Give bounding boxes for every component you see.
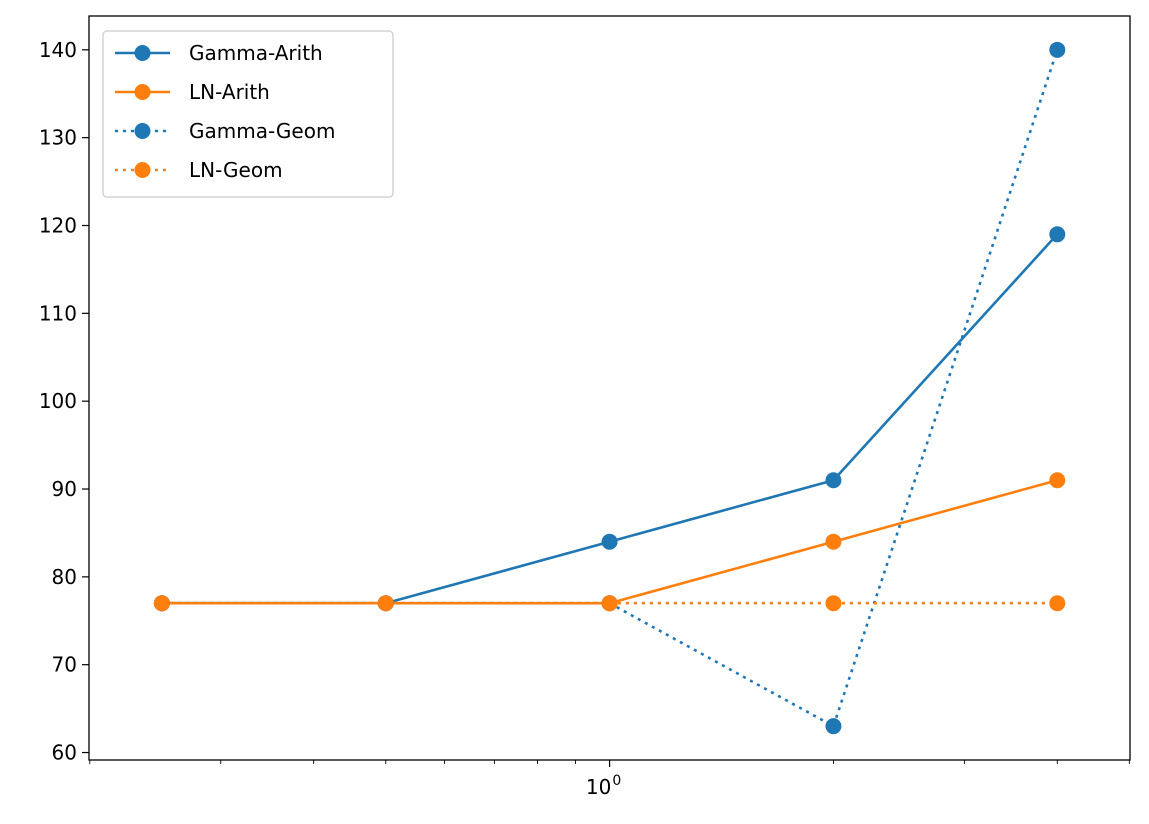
data-point	[825, 718, 842, 735]
data-point	[601, 533, 618, 550]
legend-marker	[134, 162, 151, 178]
legend-box	[102, 30, 394, 198]
legend-item: Gamma-Arith	[115, 41, 323, 65]
series-layer	[153, 41, 1066, 735]
legend-label: LN-Geom	[189, 158, 283, 182]
y-tick-label: 70	[52, 653, 77, 677]
legend-label: Gamma-Geom	[189, 119, 335, 143]
series-gamma-arith	[153, 226, 1066, 612]
data-point	[825, 595, 842, 612]
data-point	[825, 472, 842, 489]
data-point	[601, 595, 618, 612]
legend: Gamma-Arith LN-Arith Gamma-Geom LN-Geom	[102, 30, 394, 198]
legend-label: Gamma-Arith	[189, 41, 323, 65]
series-ln-geom	[153, 595, 1066, 612]
data-point	[825, 533, 842, 550]
y-tick-label: 120	[39, 213, 77, 237]
y-tick-label: 80	[52, 565, 77, 589]
data-point	[377, 595, 394, 612]
y-tick-label: 60	[52, 741, 77, 765]
y-tick-label: 90	[52, 477, 77, 501]
data-point	[1049, 41, 1066, 58]
y-tick-label: 130	[39, 126, 77, 150]
data-point	[1049, 226, 1066, 243]
x-tick-exponent: 0	[612, 773, 621, 789]
data-point	[1049, 472, 1066, 489]
data-point	[1049, 595, 1066, 612]
legend-item: LN-Geom	[115, 158, 283, 182]
legend-marker	[134, 84, 151, 100]
legend-label: LN-Arith	[189, 80, 270, 104]
y-tick-label: 100	[39, 389, 77, 413]
data-point	[153, 595, 170, 612]
legend-item: Gamma-Geom	[115, 119, 335, 143]
y-tick-label: 140	[39, 38, 77, 62]
legend-marker	[134, 123, 151, 139]
legend-item: LN-Arith	[115, 80, 270, 104]
legend-marker	[134, 45, 151, 61]
x-tick-label: 100	[586, 773, 621, 799]
y-tick-label: 110	[39, 301, 77, 325]
